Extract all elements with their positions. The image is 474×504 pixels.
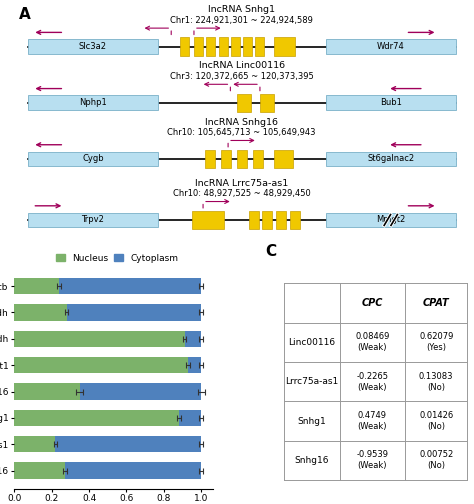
Bar xyxy=(188,357,201,373)
Bar xyxy=(14,304,67,321)
Bar xyxy=(14,331,184,347)
Text: Cygb: Cygb xyxy=(82,154,104,163)
Bar xyxy=(65,463,201,479)
Text: 0.00752
(No): 0.00752 (No) xyxy=(419,450,453,470)
Bar xyxy=(67,304,201,321)
FancyBboxPatch shape xyxy=(260,94,273,112)
Text: Slc3a2: Slc3a2 xyxy=(79,42,107,51)
Bar xyxy=(179,410,201,426)
FancyBboxPatch shape xyxy=(28,213,157,227)
Text: Linc00116: Linc00116 xyxy=(288,338,336,347)
Text: lncRNA Lrrc75a-as1: lncRNA Lrrc75a-as1 xyxy=(195,178,288,187)
FancyBboxPatch shape xyxy=(221,150,231,168)
Bar xyxy=(80,384,201,400)
Text: St6galnac2: St6galnac2 xyxy=(367,154,415,163)
Text: 0.08469
(Weak): 0.08469 (Weak) xyxy=(355,332,390,352)
Text: Snhg1: Snhg1 xyxy=(298,416,327,425)
Text: lncRNA Snhg16: lncRNA Snhg16 xyxy=(205,117,278,127)
FancyBboxPatch shape xyxy=(28,95,157,110)
Text: Chr3: 120,372,665 ~ 120,373,395: Chr3: 120,372,665 ~ 120,373,395 xyxy=(170,72,314,81)
FancyBboxPatch shape xyxy=(262,211,272,229)
Text: 0.13083
(No): 0.13083 (No) xyxy=(419,371,454,392)
Bar xyxy=(14,463,65,479)
Bar xyxy=(14,278,59,294)
FancyBboxPatch shape xyxy=(28,39,157,54)
Bar xyxy=(55,436,201,453)
Text: 0.62079
(Yes): 0.62079 (Yes) xyxy=(419,332,454,352)
Text: C: C xyxy=(265,244,276,259)
Text: 0.4749
(Weak): 0.4749 (Weak) xyxy=(358,411,387,431)
Text: Mmgt2: Mmgt2 xyxy=(376,216,406,224)
FancyBboxPatch shape xyxy=(231,37,240,56)
Bar xyxy=(14,384,80,400)
FancyBboxPatch shape xyxy=(276,211,286,229)
FancyBboxPatch shape xyxy=(326,213,456,227)
Text: Bub1: Bub1 xyxy=(380,98,402,107)
Text: lncRNA Snhg1: lncRNA Snhg1 xyxy=(208,5,275,14)
FancyBboxPatch shape xyxy=(326,152,456,166)
Text: Trpv2: Trpv2 xyxy=(82,216,104,224)
Text: CPAT: CPAT xyxy=(423,298,449,308)
Text: 0.01426
(No): 0.01426 (No) xyxy=(419,411,453,431)
FancyBboxPatch shape xyxy=(237,150,247,168)
Bar xyxy=(59,278,201,294)
Text: A: A xyxy=(19,8,30,23)
FancyBboxPatch shape xyxy=(180,37,190,56)
Bar xyxy=(14,410,179,426)
FancyBboxPatch shape xyxy=(191,211,224,229)
FancyBboxPatch shape xyxy=(205,150,215,168)
FancyBboxPatch shape xyxy=(326,39,456,54)
Text: Snhg16: Snhg16 xyxy=(295,456,329,465)
Text: Chr10: 48,927,525 ~ 48,929,450: Chr10: 48,927,525 ~ 48,929,450 xyxy=(173,189,310,198)
Bar xyxy=(14,436,55,453)
FancyBboxPatch shape xyxy=(273,150,293,168)
Legend: Nucleus, Cytoplasm: Nucleus, Cytoplasm xyxy=(53,250,182,267)
Text: Nphp1: Nphp1 xyxy=(79,98,107,107)
FancyBboxPatch shape xyxy=(290,211,300,229)
FancyBboxPatch shape xyxy=(255,37,264,56)
Text: Chr1: 224,921,301 ~ 224,924,589: Chr1: 224,921,301 ~ 224,924,589 xyxy=(170,16,313,25)
FancyBboxPatch shape xyxy=(219,37,228,56)
FancyBboxPatch shape xyxy=(28,152,157,166)
Text: CPC: CPC xyxy=(362,298,383,308)
FancyBboxPatch shape xyxy=(206,37,215,56)
FancyBboxPatch shape xyxy=(237,94,251,112)
Text: Chr10: 105,645,713 ~ 105,649,943: Chr10: 105,645,713 ~ 105,649,943 xyxy=(167,128,316,137)
FancyBboxPatch shape xyxy=(326,95,456,110)
FancyBboxPatch shape xyxy=(253,150,263,168)
Text: lncRNA Linc00116: lncRNA Linc00116 xyxy=(199,61,285,71)
Text: -0.9539
(Weak): -0.9539 (Weak) xyxy=(356,450,388,470)
FancyBboxPatch shape xyxy=(194,37,203,56)
FancyBboxPatch shape xyxy=(248,211,259,229)
Text: Lrrc75a-as1: Lrrc75a-as1 xyxy=(285,377,338,386)
FancyBboxPatch shape xyxy=(243,37,252,56)
Bar xyxy=(14,357,188,373)
Text: -0.2265
(Weak): -0.2265 (Weak) xyxy=(356,371,388,392)
Text: Wdr74: Wdr74 xyxy=(377,42,405,51)
Bar xyxy=(184,331,201,347)
FancyBboxPatch shape xyxy=(273,37,295,56)
